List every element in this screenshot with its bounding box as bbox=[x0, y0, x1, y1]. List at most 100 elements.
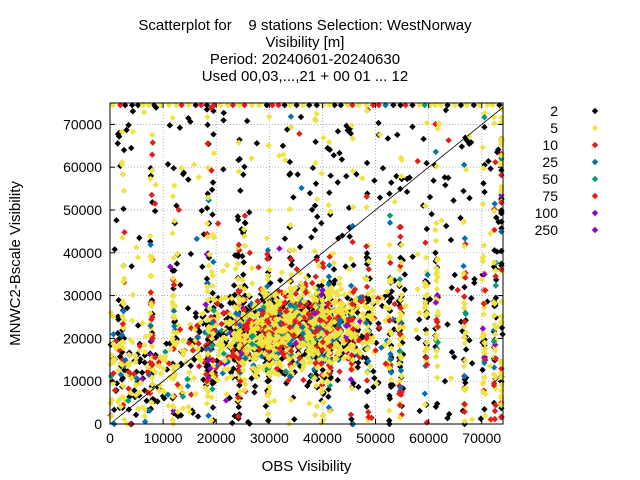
scatter-point bbox=[312, 180, 320, 187]
scatter-point bbox=[388, 179, 395, 186]
scatter-point bbox=[363, 335, 370, 342]
scatter-point bbox=[179, 170, 187, 178]
scatter-point bbox=[336, 368, 343, 375]
scatter-point bbox=[264, 272, 271, 279]
scatter-point bbox=[397, 101, 404, 109]
scatter-point bbox=[466, 133, 473, 140]
scatter-point bbox=[386, 417, 393, 424]
scatter-point bbox=[491, 312, 498, 319]
scatter-point bbox=[235, 288, 243, 296]
scatter-point bbox=[255, 363, 263, 371]
scatter-point bbox=[481, 359, 488, 367]
scatter-point bbox=[124, 304, 131, 312]
scatter-point bbox=[109, 101, 116, 109]
scatter-point bbox=[329, 250, 337, 257]
y-tick-label: 50000 bbox=[63, 202, 102, 218]
scatter-point bbox=[444, 415, 451, 422]
scatter-point bbox=[339, 232, 346, 239]
scatter-point bbox=[120, 262, 127, 270]
scatter-point bbox=[364, 345, 371, 353]
scatter-point bbox=[128, 101, 136, 109]
scatter-point bbox=[343, 322, 351, 329]
scatter-point bbox=[235, 311, 243, 318]
scatter-point bbox=[236, 382, 243, 389]
scatter-point bbox=[433, 374, 441, 381]
scatter-point bbox=[169, 335, 176, 342]
scatter-point bbox=[204, 388, 212, 395]
y-tick-label: 60000 bbox=[63, 159, 102, 175]
scatter-point bbox=[330, 152, 337, 159]
scatter-point bbox=[251, 389, 258, 396]
scatter-point bbox=[175, 206, 183, 214]
scatter-point bbox=[132, 352, 139, 359]
scatter-point bbox=[285, 356, 293, 363]
scatter-point bbox=[242, 380, 249, 388]
scatter-point bbox=[372, 347, 379, 354]
scatter-point bbox=[261, 350, 269, 357]
scatter-point bbox=[236, 341, 244, 349]
scatter-point bbox=[215, 351, 223, 359]
scatter-point bbox=[209, 342, 216, 349]
scatter-point bbox=[327, 364, 334, 371]
scatter-point bbox=[414, 251, 422, 258]
scatter-point bbox=[365, 258, 372, 265]
scatter-point bbox=[148, 272, 155, 280]
scatter-point bbox=[117, 101, 124, 109]
scatter-point bbox=[119, 320, 127, 328]
scatter-point bbox=[276, 245, 283, 252]
scatter-point bbox=[401, 271, 408, 278]
scatter-point bbox=[423, 354, 430, 361]
scatter-point bbox=[223, 375, 230, 382]
scatter-point bbox=[208, 316, 215, 324]
scatter-point bbox=[149, 199, 156, 206]
scatter-point bbox=[192, 101, 199, 109]
scatter-point bbox=[208, 186, 216, 193]
scatter-point bbox=[487, 230, 494, 237]
scatter-point bbox=[116, 342, 123, 349]
scatter-point bbox=[170, 165, 177, 172]
scatter-point bbox=[491, 415, 499, 423]
scatter-point bbox=[299, 101, 307, 109]
scatter-point bbox=[387, 278, 395, 285]
scatter-point bbox=[370, 383, 377, 391]
scatter-point bbox=[420, 135, 427, 143]
scatter-point bbox=[235, 403, 242, 411]
scatter-point bbox=[492, 267, 499, 274]
scatter-point bbox=[203, 275, 211, 283]
scatter-point bbox=[253, 140, 261, 147]
scatter-point bbox=[252, 313, 259, 320]
scatter-point bbox=[460, 323, 468, 330]
scatter-point bbox=[166, 122, 174, 129]
scatter-point bbox=[145, 371, 153, 378]
legend-label: 2 bbox=[550, 103, 558, 119]
scatter-point bbox=[209, 330, 217, 337]
scatter-point bbox=[170, 312, 178, 319]
scatter-point bbox=[218, 320, 225, 328]
scatter-point bbox=[205, 333, 213, 340]
scatter-point bbox=[421, 101, 428, 109]
scatter-point bbox=[169, 229, 176, 237]
scatter-point bbox=[434, 125, 442, 132]
scatter-point bbox=[457, 214, 464, 222]
scatter-point bbox=[345, 204, 353, 212]
scatter-point bbox=[240, 361, 247, 368]
scatter-point bbox=[170, 403, 177, 410]
scatter-point bbox=[223, 390, 230, 398]
scatter-point bbox=[204, 113, 211, 121]
scatter-point bbox=[347, 255, 355, 262]
scatter-point bbox=[480, 300, 488, 308]
scatter-point bbox=[390, 101, 397, 109]
scatter-point bbox=[129, 128, 137, 135]
scatter-point bbox=[234, 260, 242, 268]
scatter-point bbox=[204, 233, 211, 241]
scatter-point bbox=[315, 262, 322, 270]
scatter-point bbox=[451, 271, 458, 279]
scatter-point bbox=[220, 117, 227, 124]
scatter-point bbox=[282, 368, 290, 375]
scatter-point bbox=[423, 419, 431, 426]
scatter-point bbox=[451, 101, 458, 109]
scatter-point bbox=[132, 411, 140, 419]
scatter-point bbox=[129, 317, 136, 324]
scatter-point bbox=[288, 364, 295, 371]
